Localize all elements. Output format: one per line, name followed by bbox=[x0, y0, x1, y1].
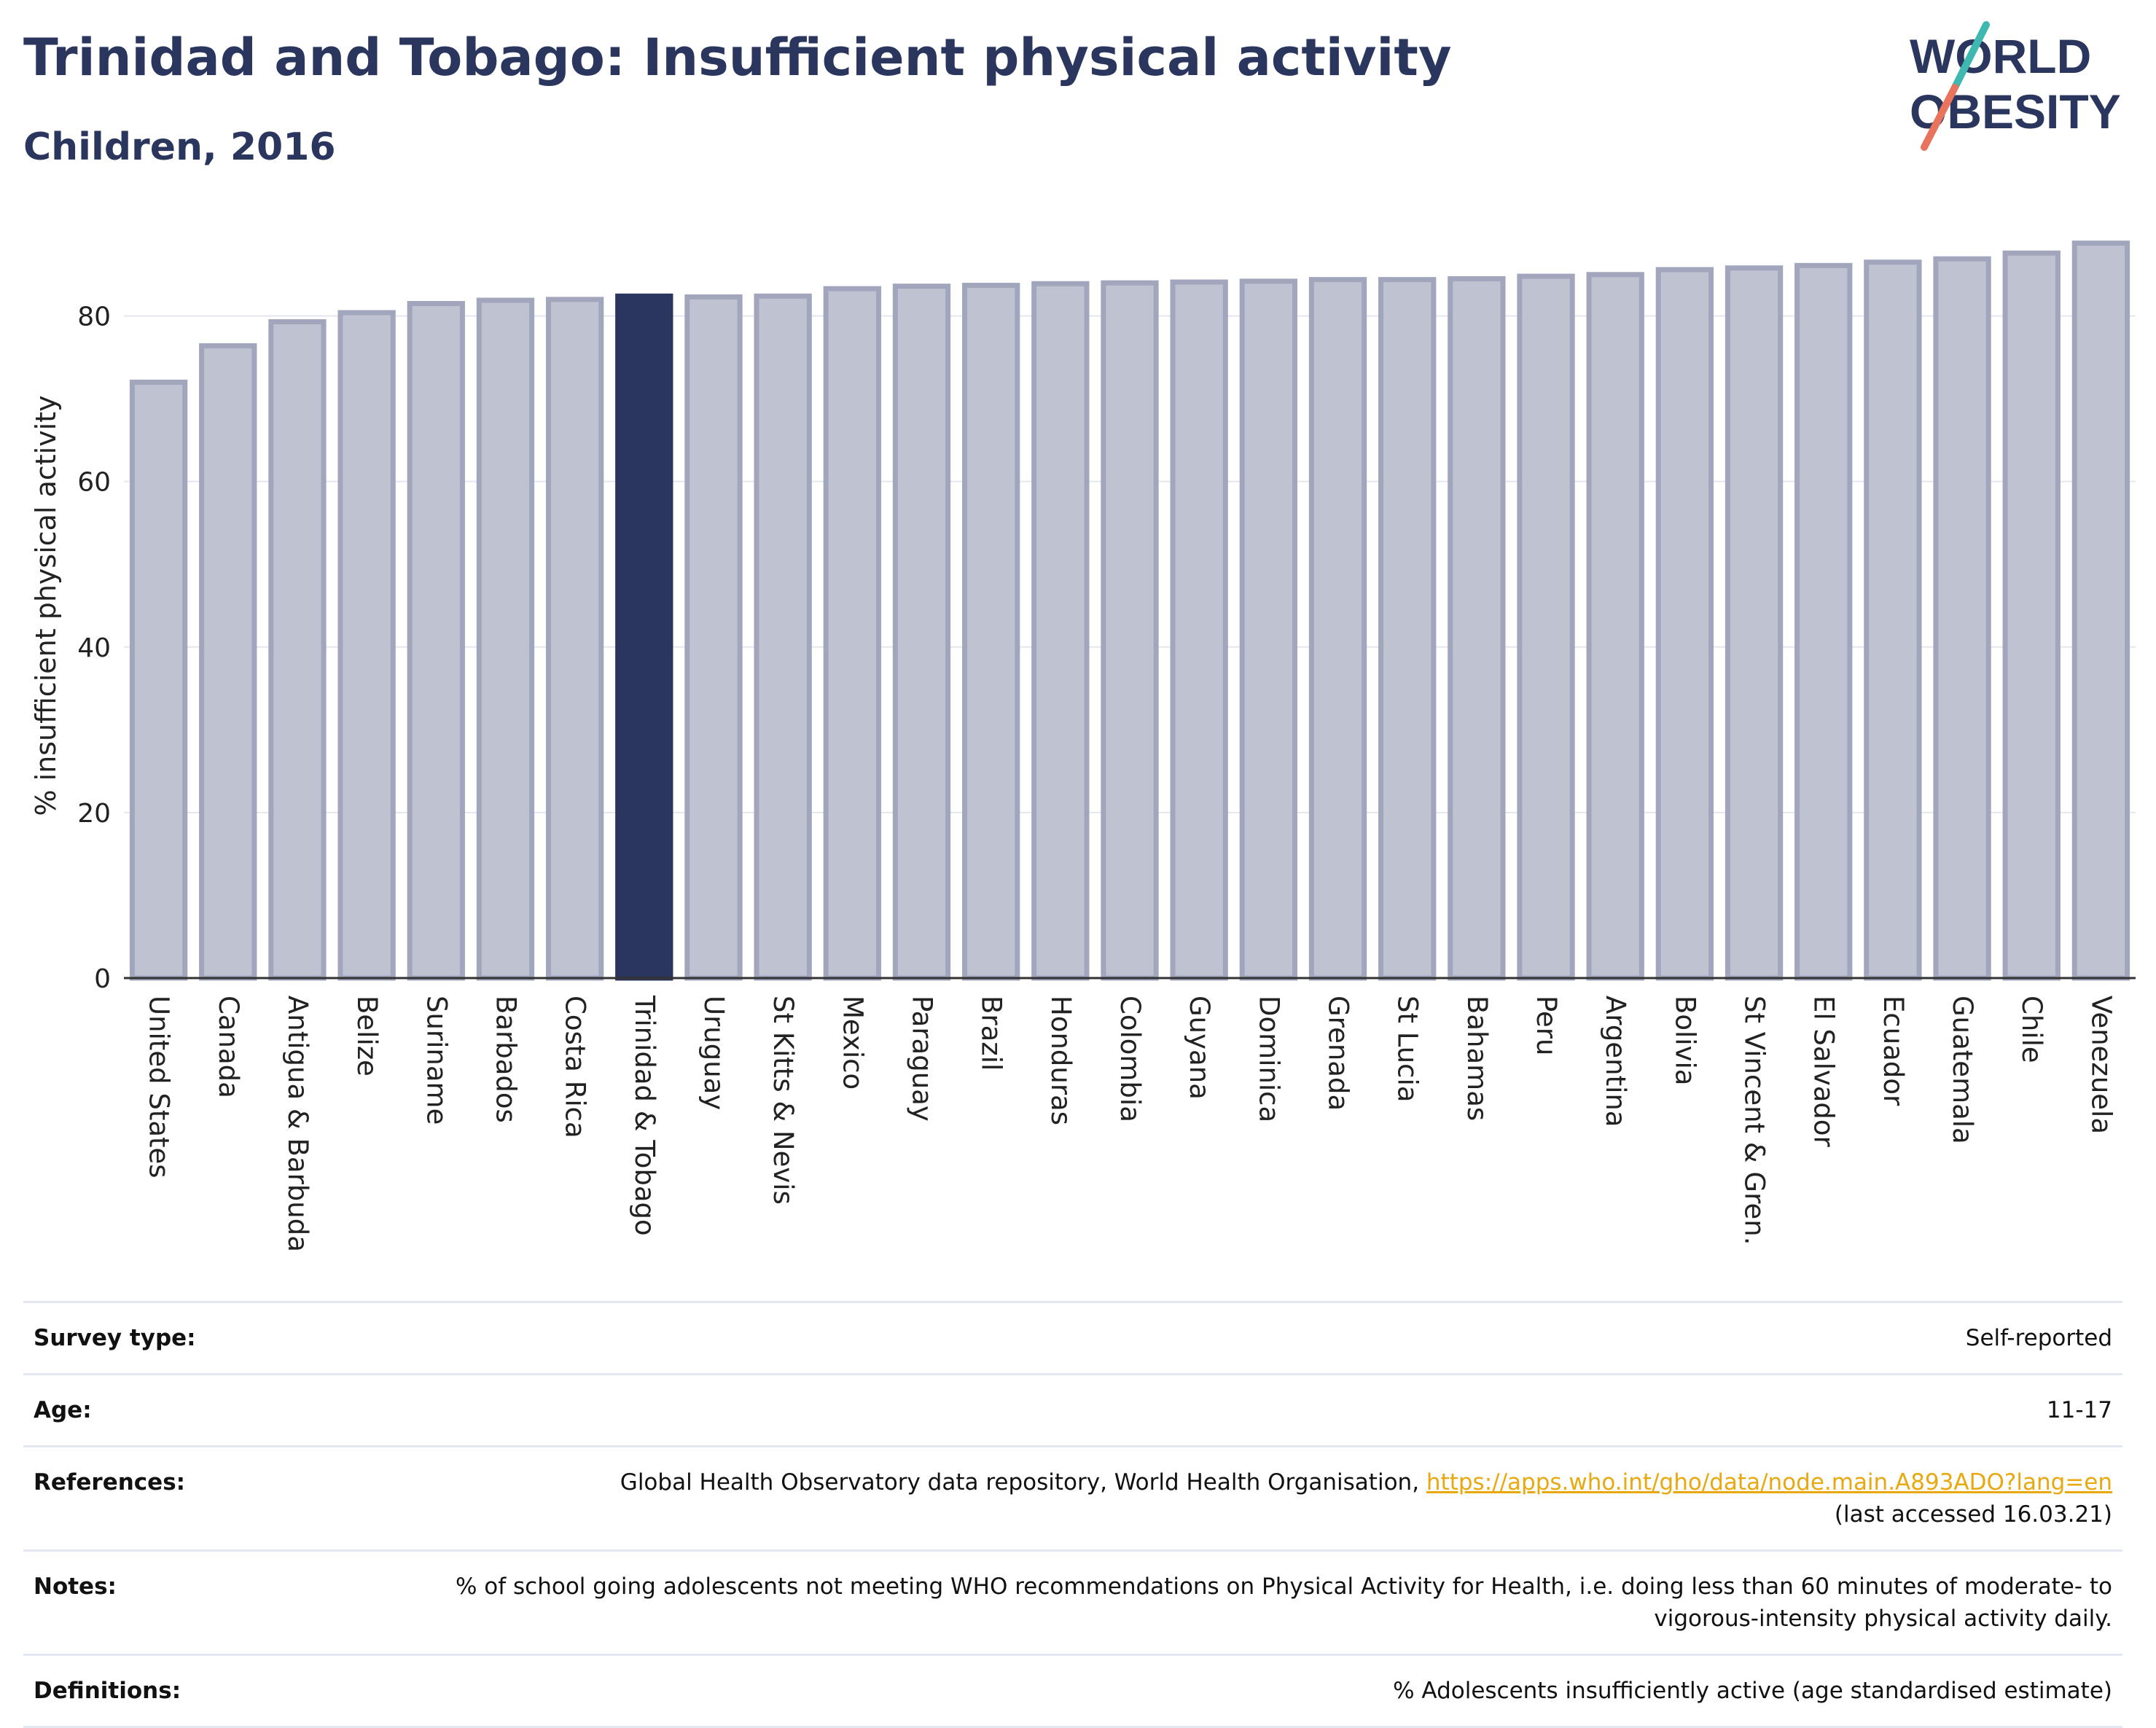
bar bbox=[1655, 267, 1714, 981]
x-tick-label: Canada bbox=[213, 996, 244, 1098]
meta-value: 11-17 bbox=[2046, 1397, 2112, 1424]
chart-subtitle: Children, 2016 bbox=[23, 125, 336, 169]
x-tick-label: St Kitts & Nevis bbox=[768, 996, 799, 1205]
reference-accessed: (last accessed 16.03.21) bbox=[1834, 1501, 2112, 1528]
logo-line1: WORLD bbox=[1910, 29, 2091, 83]
bar bbox=[1101, 280, 1159, 981]
y-tick-label: 0 bbox=[94, 964, 111, 994]
meta-row-definitions: Definitions: % Adolescents insufficientl… bbox=[23, 1654, 2122, 1727]
bar bbox=[1308, 277, 1367, 981]
meta-row-survey-type: Survey type: Self-reported bbox=[23, 1302, 2122, 1375]
reference-link[interactable]: https://apps.who.int/gho/data/node.main.… bbox=[1426, 1469, 2112, 1496]
y-tick-label: 60 bbox=[77, 468, 111, 498]
bar bbox=[754, 293, 812, 981]
metadata-table: Survey type: Self-reported Age: 11-17 Re… bbox=[23, 1301, 2122, 1728]
bar bbox=[1933, 256, 1991, 981]
bar bbox=[129, 379, 188, 981]
x-tick-label: St Vincent & Gren. bbox=[1739, 996, 1770, 1245]
x-tick-label: Chile bbox=[2016, 996, 2047, 1063]
x-tick-label: Brazil bbox=[976, 996, 1007, 1071]
x-tick-label: Bolivia bbox=[1669, 996, 1700, 1085]
meta-row-references: References: Global Health Observatory da… bbox=[23, 1446, 2122, 1551]
x-tick-label: Ecuador bbox=[1878, 996, 1909, 1106]
y-tick-label: 20 bbox=[77, 799, 111, 829]
x-tick-label: Honduras bbox=[1045, 996, 1077, 1125]
bar bbox=[2071, 241, 2130, 981]
bar bbox=[199, 343, 257, 981]
x-tick-label: Dominica bbox=[1253, 996, 1284, 1122]
meta-row-age: Age: 11-17 bbox=[23, 1374, 2122, 1447]
bar bbox=[1864, 259, 1922, 981]
x-tick-label: Peru bbox=[1531, 996, 1562, 1055]
meta-label: References: bbox=[34, 1469, 186, 1496]
x-tick-label: Mexico bbox=[837, 996, 868, 1090]
bar bbox=[2002, 250, 2061, 981]
bar bbox=[1448, 275, 1506, 981]
bar bbox=[615, 293, 673, 981]
bar bbox=[1170, 279, 1228, 981]
x-tick-label: El Salvador bbox=[1808, 996, 1840, 1148]
x-tick-label: Paraguay bbox=[906, 996, 937, 1122]
logo-slash-top bbox=[1951, 21, 1990, 91]
bar bbox=[1725, 265, 1784, 981]
meta-label: Notes: bbox=[34, 1573, 117, 1600]
x-tick-label: Guatemala bbox=[1947, 996, 1978, 1144]
bar bbox=[268, 319, 327, 981]
bar bbox=[1586, 272, 1644, 981]
x-tick-label: Grenada bbox=[1323, 996, 1354, 1111]
meta-value: % Adolescents insufficiently active (age… bbox=[1393, 1678, 2112, 1705]
x-tick-label: United States bbox=[144, 996, 175, 1178]
bar bbox=[337, 310, 396, 981]
bar bbox=[407, 301, 465, 981]
x-tick-label: Argentina bbox=[1600, 996, 1631, 1127]
bar bbox=[1517, 273, 1575, 981]
bar-chart: 0 20 40 60 80 % insufficient physical activit… bbox=[30, 241, 2136, 1252]
x-tick-label: Uruguay bbox=[698, 996, 730, 1110]
x-tick-label: Belize bbox=[351, 996, 383, 1076]
chart-title: Trinidad and Tobago: Insufficient physic… bbox=[23, 28, 1452, 87]
x-tick-label: Guyana bbox=[1184, 996, 1215, 1100]
bar bbox=[684, 294, 743, 981]
x-tick-label: Barbados bbox=[490, 996, 521, 1123]
x-tick-label: Costa Rica bbox=[560, 996, 591, 1138]
bar bbox=[892, 284, 951, 981]
x-tick-label: St Lucia bbox=[1392, 996, 1423, 1102]
x-tick-label: Suriname bbox=[421, 996, 452, 1125]
reference-text: Global Health Observatory data repositor… bbox=[620, 1469, 1426, 1496]
y-axis-label: % insufficient physical activity bbox=[30, 395, 62, 816]
meta-label: Age: bbox=[34, 1397, 92, 1424]
y-tick-label: 80 bbox=[77, 302, 111, 332]
bar bbox=[1378, 277, 1437, 981]
x-tick-label: Antigua & Barbuda bbox=[282, 996, 313, 1252]
meta-value: Self-reported bbox=[1965, 1325, 2112, 1351]
meta-row-notes: Notes: % of school going adolescents not… bbox=[23, 1550, 2122, 1655]
meta-value: % of school going adolescents not meetin… bbox=[455, 1573, 2112, 1633]
bar bbox=[1239, 278, 1298, 981]
bar bbox=[823, 286, 881, 981]
bar bbox=[961, 283, 1020, 981]
bar bbox=[476, 297, 535, 981]
x-tick-label: Colombia bbox=[1114, 996, 1146, 1122]
y-tick-label: 40 bbox=[77, 633, 111, 663]
logo-slash-bottom bbox=[1921, 84, 1958, 151]
meta-label: Survey type: bbox=[34, 1325, 196, 1351]
x-tick-label: Bahamas bbox=[1461, 996, 1493, 1121]
meta-label: Definitions: bbox=[34, 1678, 181, 1705]
meta-value-references: Global Health Observatory data repositor… bbox=[408, 1447, 2122, 1551]
world-obesity-logo: WORLD OBESITY bbox=[1910, 21, 2121, 151]
x-tick-label: Trinidad & Tobago bbox=[629, 995, 660, 1236]
bar bbox=[1031, 281, 1090, 981]
bar bbox=[1794, 262, 1853, 981]
bar bbox=[545, 297, 604, 981]
x-tick-label: Venezuela bbox=[2085, 996, 2117, 1134]
